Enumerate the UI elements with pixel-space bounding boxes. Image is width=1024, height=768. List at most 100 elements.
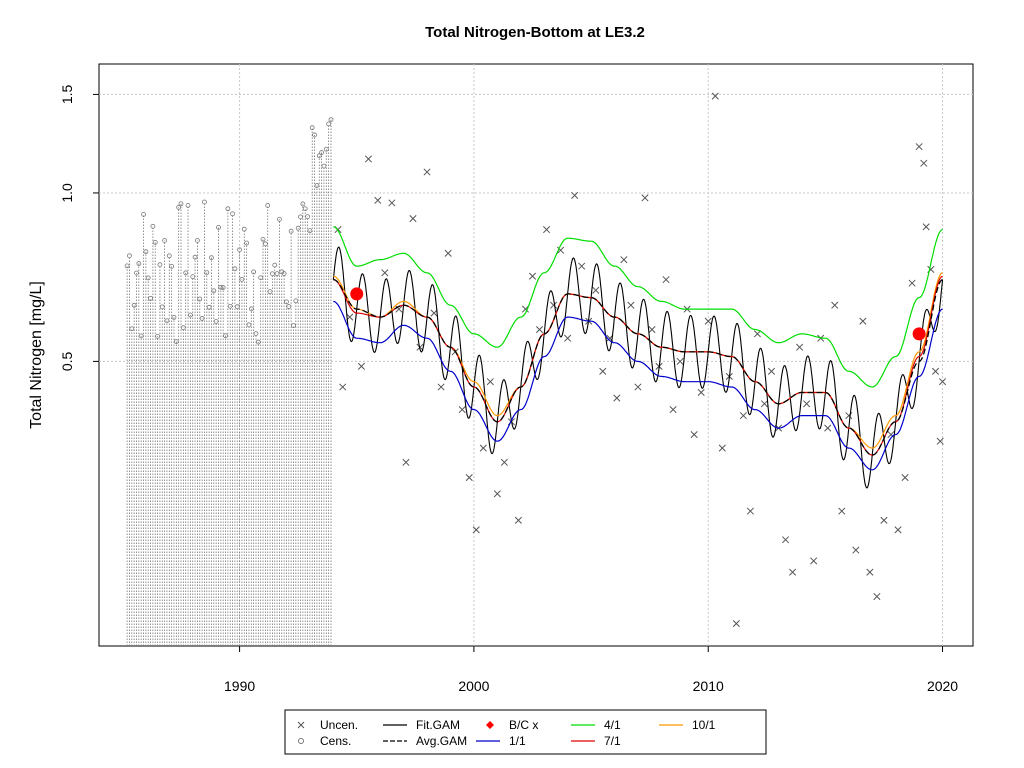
uncensored-point: [465, 474, 473, 482]
bc-point: [912, 327, 926, 341]
uncensored-point: [437, 383, 445, 391]
uncensored-point: [690, 431, 698, 439]
uncensored-point: [381, 269, 389, 277]
uncensored-point: [753, 330, 761, 338]
uncensored-point: [920, 159, 928, 167]
censored-point: [319, 150, 325, 155]
uncensored-point: [831, 301, 839, 309]
censored-point: [127, 253, 132, 259]
uncensored-point: [739, 412, 747, 420]
series-4-1: [333, 226, 943, 388]
legend-item: Cens.: [298, 734, 351, 748]
uncensored-point: [931, 367, 940, 375]
censored-point: [171, 314, 177, 320]
legend-label: Cens.: [320, 734, 351, 748]
uncensored-point: [444, 249, 452, 257]
uncensored-point: [557, 246, 565, 254]
censored-point: [272, 262, 278, 268]
censored-point: [305, 214, 310, 220]
bc-point: [350, 287, 364, 301]
censored-point: [136, 261, 142, 266]
legend-frame: [284, 709, 767, 755]
censored-point: [232, 266, 238, 272]
censored-point: [284, 299, 289, 305]
legend-item: 4/1: [571, 718, 621, 732]
uncensored-point: [364, 155, 373, 163]
uncensored-point: [500, 458, 508, 466]
uncensored-point: [838, 507, 846, 515]
legend-item: Uncen.: [297, 718, 358, 732]
uncensored-point: [845, 412, 853, 420]
uncensored-point: [781, 536, 790, 544]
uncensored-point: [669, 406, 677, 414]
uncensored-point: [880, 516, 888, 524]
censored-point: [150, 223, 156, 229]
censored-point: [230, 211, 235, 217]
legend-item: B/C x: [486, 718, 538, 732]
series-10-1: [333, 272, 943, 449]
series-1-1: [333, 300, 943, 471]
uncensored-point: [803, 400, 811, 408]
censored-point: [178, 201, 184, 207]
uncensored-point: [810, 557, 818, 565]
censored-point: [129, 326, 135, 332]
censored-point: [241, 226, 247, 232]
censored-point: [157, 262, 163, 268]
y-tick-label: 1.5: [59, 84, 75, 104]
censored-point: [309, 125, 315, 131]
censored-point: [143, 249, 149, 255]
censored-point: [148, 295, 153, 301]
censored-point: [253, 331, 259, 336]
uncensored-point: [718, 444, 726, 452]
legend-item: 7/1: [571, 734, 621, 748]
censored-point: [185, 202, 191, 208]
censored-point: [169, 263, 175, 269]
uncensored-point: [493, 490, 501, 498]
uncensored-point: [339, 383, 347, 391]
uncensored-point: [662, 276, 670, 284]
uncensored-series: [334, 92, 947, 628]
legend-item: Fit.GAM: [383, 718, 460, 732]
censored-point: [244, 240, 250, 246]
series-fit-gam: [332, 246, 944, 489]
legend-label: 4/1: [604, 718, 621, 732]
uncensored-point: [542, 226, 551, 234]
censored-point: [251, 269, 257, 275]
uncensored-point: [357, 362, 365, 370]
censored-point: [258, 275, 264, 281]
censored-point: [237, 247, 242, 253]
censored-point: [152, 240, 158, 245]
uncensored-point: [472, 526, 480, 534]
legend-label: Fit.GAM: [416, 718, 460, 732]
legend-item: 10/1: [659, 718, 716, 732]
uncensored-point: [648, 325, 656, 334]
censored-point: [141, 212, 146, 217]
censored-point: [166, 253, 172, 259]
legend-swatch: [486, 721, 494, 729]
censored-point: [328, 117, 334, 123]
uncensored-point: [767, 367, 776, 375]
plot-area: 1990 2000 2010 2020 0.5 1.0 1.5: [59, 63, 974, 694]
uncensored-point: [578, 262, 586, 270]
uncensored-point: [697, 388, 705, 397]
legend-swatch: [298, 738, 304, 744]
uncensored-point: [409, 214, 417, 223]
censored-point: [131, 302, 137, 308]
y-tick-label: 0.5: [59, 351, 75, 371]
series-avg-gam: [333, 278, 943, 456]
uncensored-point: [824, 424, 832, 432]
legend-item: 1/1: [476, 734, 526, 748]
uncensored-point: [479, 444, 487, 452]
x-tick-label: 2020: [927, 678, 958, 694]
censored-point: [211, 288, 217, 294]
legend-label: 10/1: [692, 718, 716, 732]
uncensored-point: [873, 592, 881, 601]
uncensored-point: [430, 309, 438, 317]
censored-point: [216, 225, 221, 230]
y-tick-label: 1.0: [59, 183, 75, 203]
uncensored-point: [732, 619, 740, 628]
uncensored-point: [528, 272, 537, 280]
censored-point: [265, 203, 271, 208]
censored-series: [124, 117, 334, 646]
